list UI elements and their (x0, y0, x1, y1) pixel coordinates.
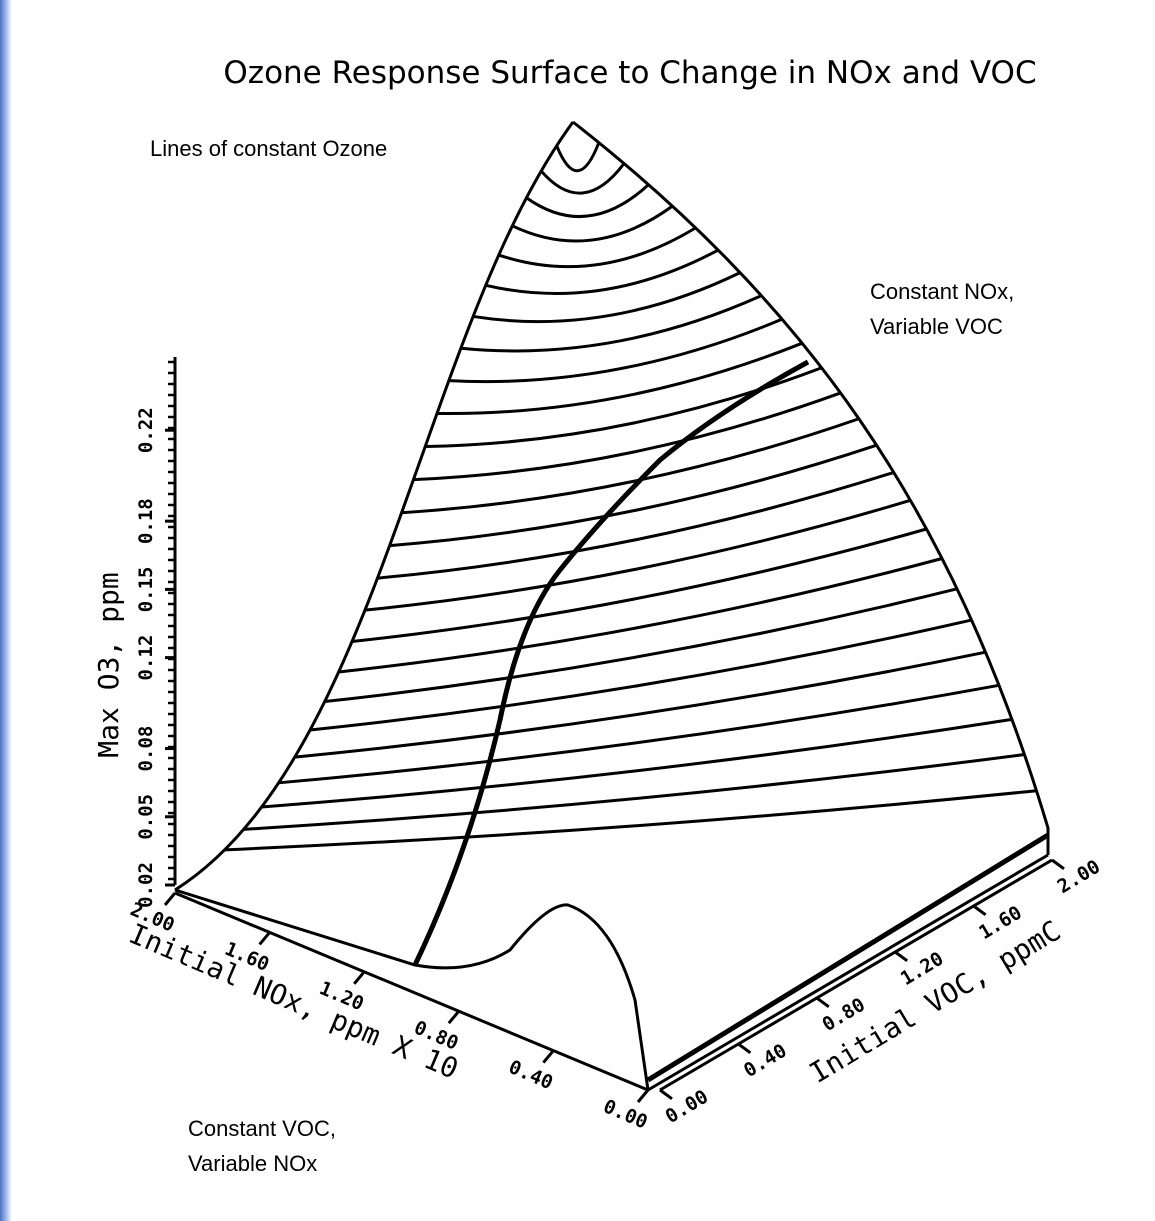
contour-line (436, 341, 803, 416)
contour-line (540, 162, 626, 195)
y-tick (972, 904, 987, 917)
chart-title: Ozone Response Surface to Change in NOx … (223, 55, 1036, 91)
contour-line (511, 204, 674, 243)
x-tick (258, 931, 271, 946)
x-tick (353, 970, 366, 985)
x-tick (447, 1010, 460, 1025)
contour-line (401, 417, 860, 515)
z-tick-label: 0.05 (135, 794, 157, 840)
y-tick-label: 0.00 (662, 1086, 713, 1128)
z-tick-label: 0.02 (135, 862, 157, 908)
x-tick (636, 1089, 650, 1103)
constant-nox-line (412, 359, 810, 967)
y-tick (815, 996, 830, 1009)
contour-line (278, 683, 1000, 785)
contour-line (448, 317, 783, 384)
y-tick (894, 950, 909, 963)
surface-edge (174, 888, 650, 1091)
contour-line (555, 142, 601, 173)
contour-line (338, 557, 943, 674)
y-tick (659, 1088, 673, 1101)
z-tick-label: 0.18 (135, 498, 157, 544)
contour-line (261, 717, 1013, 809)
contour-line (309, 618, 972, 732)
contour-line (324, 587, 958, 704)
annotation: Constant NOx, (870, 279, 1014, 304)
surface-front-edge (646, 832, 1050, 1083)
contour-line (389, 443, 878, 548)
x-tick (542, 1049, 555, 1064)
contour-line (413, 391, 842, 482)
y-axis (659, 858, 1053, 1092)
z-tick-label: 0.22 (135, 407, 157, 453)
x-tick-label: 0.00 (600, 1095, 651, 1133)
annotation: Constant VOC, (188, 1116, 336, 1141)
annotation: Variable NOx (188, 1151, 317, 1176)
contour-line (525, 183, 650, 218)
annotation: Variable VOC (870, 314, 1003, 339)
contour-line (294, 650, 986, 759)
contour-line (364, 498, 911, 612)
z-tick-label: 0.15 (135, 567, 157, 613)
z-axis-label: Max O3, ppm (92, 572, 125, 757)
contour-line (472, 271, 741, 324)
contour-line (460, 294, 763, 353)
contour-line (243, 753, 1025, 831)
z-tick-label: 0.12 (135, 635, 157, 681)
surface-edge (572, 120, 1050, 855)
x-tick (163, 892, 177, 906)
surface (174, 120, 1050, 1092)
x-axis (174, 891, 649, 1092)
y-tick-label: 0.40 (740, 1040, 791, 1082)
y-tick (737, 1042, 752, 1055)
contour-line (351, 527, 927, 643)
surface-edge (647, 853, 1049, 1092)
contour-line (485, 248, 719, 295)
z-tick-label: 0.08 (135, 726, 157, 772)
x-tick-label: 0.40 (505, 1056, 556, 1094)
contour-line (425, 366, 823, 448)
y-tick-label: 2.00 (1054, 856, 1105, 898)
contour-line (377, 470, 895, 580)
y-tick (1051, 858, 1065, 871)
contour-line (498, 226, 697, 269)
annotation: Lines of constant Ozone (150, 136, 387, 161)
contour-line (224, 789, 1037, 852)
